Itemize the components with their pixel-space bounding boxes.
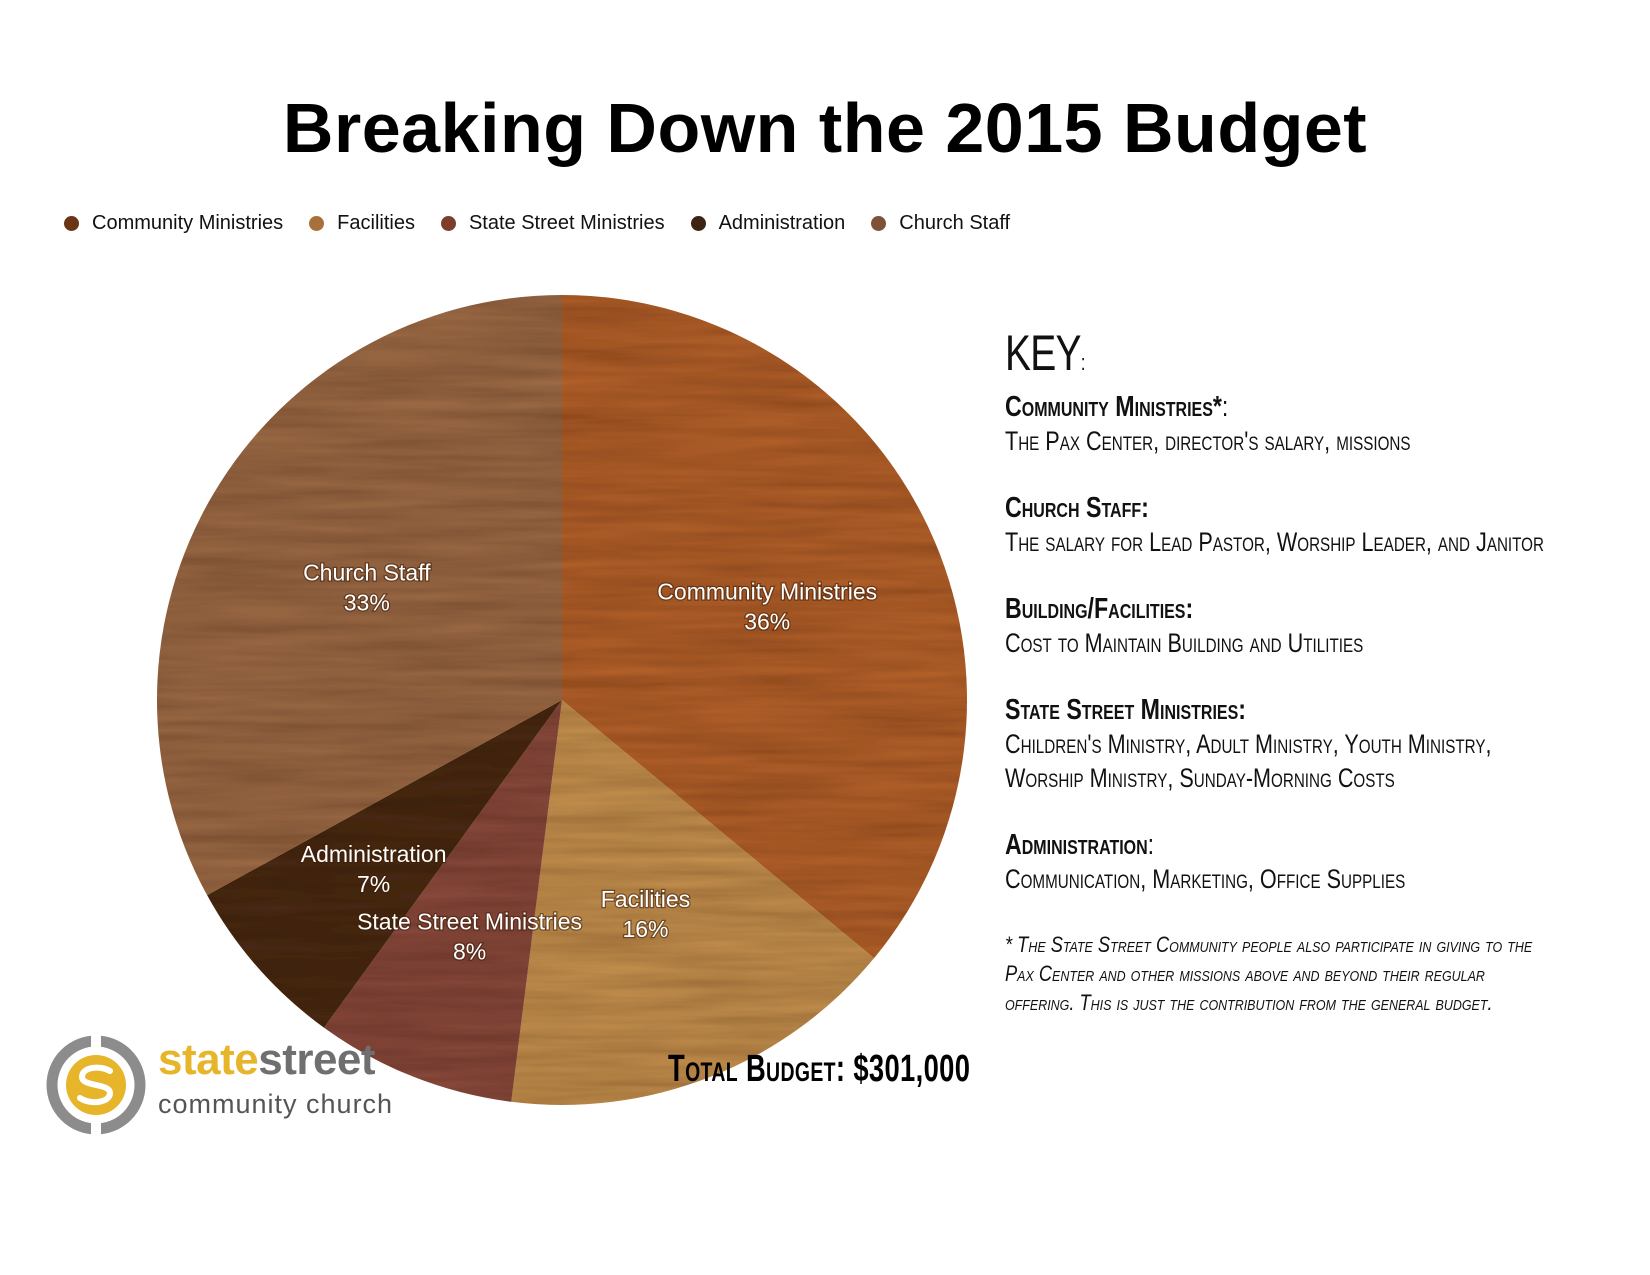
key-section-heading: Community Ministries*: [1005,391,1229,423]
logo-wordmark: statestreet [158,1035,376,1085]
key-footnote: * The State Street Community people also… [1005,930,1536,1017]
legend-item: State Street Ministries [440,212,665,235]
key-section: Church Staff: The salary for Lead Pastor,… [1005,491,1645,559]
slice-value-label: 36% [744,608,790,634]
key-section-heading: Building/Facilities: [1005,593,1194,625]
slice-value-label: 16% [622,916,668,942]
legend-label: State Street Ministries [468,212,665,234]
slice-value-label: 33% [344,590,390,616]
slice-label: Administration [301,841,447,867]
key-section-heading: State Street Ministries: [1005,694,1246,726]
key-title-colon: : [1080,350,1086,375]
key-footnote-line: Pax Center and other missions above and … [1005,961,1485,986]
key-section: State Street Ministries: Children's Minis… [1005,693,1645,795]
key-section-text: The Pax Center, director's salary, missi… [1005,426,1411,456]
logo-word-state: state [158,1035,259,1084]
key-title-text: KEY [1005,325,1081,381]
key-footnote-line: offering. This is just the contribution … [1005,990,1493,1015]
pie-slice [562,295,968,959]
key-section-text: Worship Ministry, Sunday-Morning Costs [1005,763,1395,793]
key-sections: Community Ministries*: The Pax Center, di… [1005,390,1645,896]
pie-slice [207,700,562,1028]
key-panel: KEY: Community Ministries*: The Pax Cente… [1005,326,1645,1017]
legend-item: Administration [690,212,846,235]
logo-word-street: street [258,1035,376,1084]
slice-value-label: 8% [453,938,486,964]
key-section-text: Cost to Maintain Building and Utilities [1005,628,1364,658]
legend-swatch [64,216,79,231]
key-section-text: Communication, Marketing, Office Supplie… [1005,864,1406,894]
ss-ring-logo-icon [46,1035,146,1135]
key-section: Community Ministries*: The Pax Center, di… [1005,390,1645,458]
slice-value-label: 7% [357,871,390,897]
legend-label: Facilities [337,212,415,234]
key-section-text: Children's Ministry, Adult Ministry, You… [1005,729,1492,759]
legend-label: Community Ministries [92,212,284,234]
legend-swatch [871,216,887,231]
legend-swatch [309,216,325,231]
legend-item: Community Ministries [64,212,283,235]
slice-label: State Street Ministries [357,908,582,934]
slice-label: Church Staff [303,560,431,586]
legend-swatch [690,216,706,231]
logo-subtitle: community church [158,1089,394,1119]
pie-slice [511,700,875,1105]
church-logo: statestreet community church [44,1035,444,1135]
key-section: Administration: Communication, Marketing,… [1005,828,1645,896]
slice-label: Community Ministries [657,578,877,604]
legend-label: Church Staff [899,212,1011,234]
key-section-heading: Administration: [1005,829,1155,861]
total-budget: Total Budget: $301,000 [668,1048,971,1090]
chart-legend: Community Ministries Facilities State Stre… [64,212,1036,235]
legend-item: Church Staff [871,212,1010,235]
key-footnote-line: * The State Street Community people also… [1005,932,1533,957]
key-section-heading: Church Staff: [1005,492,1149,524]
legend-label: Administration [718,212,846,234]
page-title: Breaking Down the 2015 Budget [282,89,1368,167]
key-section: Building/Facilities: Cost to Maintain Bui… [1005,592,1645,660]
pie-slice [156,295,563,896]
key-section-text: The salary for Lead Pastor, Worship Lead… [1005,527,1544,557]
slice-label: Facilities [601,886,690,912]
key-title: KEY: [1005,326,1504,390]
legend-item: Facilities [309,212,415,235]
legend-swatch [440,216,456,231]
